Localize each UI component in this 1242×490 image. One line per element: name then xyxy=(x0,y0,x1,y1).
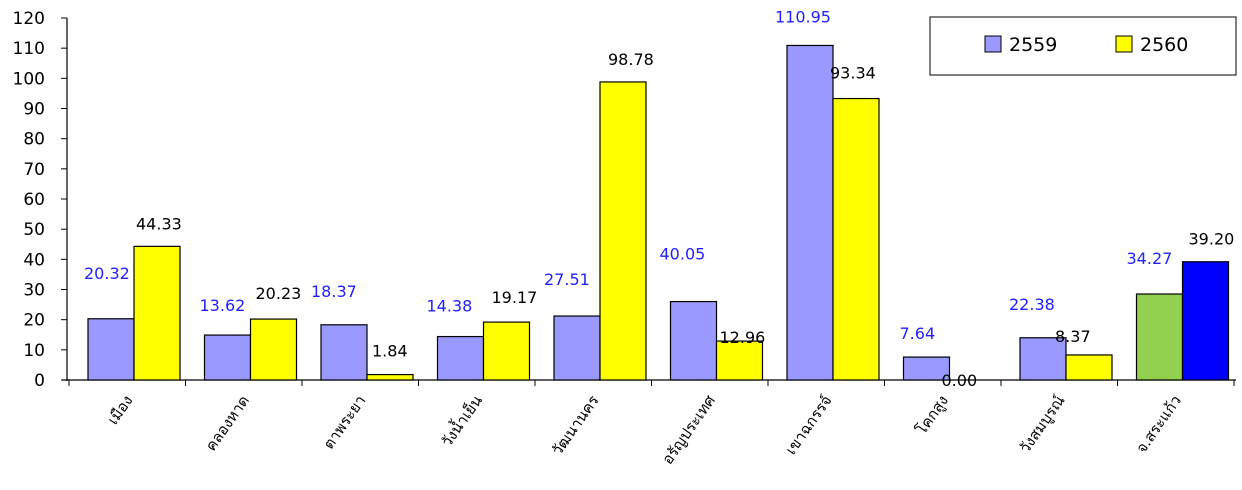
bar-2560-0 xyxy=(133,245,181,381)
data-label-2559-0: 20.32 xyxy=(84,264,130,283)
y-tick-label: 0 xyxy=(34,371,45,391)
y-tick-label: 70 xyxy=(23,160,45,180)
y-tick-label: 80 xyxy=(23,130,45,150)
category-label: เขาฉกรรจ์ xyxy=(782,392,836,458)
bar-2560-3 xyxy=(482,321,531,381)
data-label-2560-8: 8.37 xyxy=(1055,327,1091,346)
bar-2559-0 xyxy=(87,318,135,381)
data-label-2559-1: 13.62 xyxy=(200,296,246,315)
category-label: วังสมบูรณ์ xyxy=(1016,392,1069,457)
bar-2560-4 xyxy=(599,81,647,381)
legend-label-2560: 2560 xyxy=(1140,34,1188,56)
data-label-2559-5: 40.05 xyxy=(660,245,706,264)
y-tick-label: 50 xyxy=(23,220,45,240)
bar-2559-9 xyxy=(1135,293,1184,381)
y-tick-label: 90 xyxy=(23,100,45,120)
bar-2559-4 xyxy=(553,315,601,381)
legend: 2559 2560 xyxy=(929,16,1237,76)
data-label-2559-2: 18.37 xyxy=(311,282,357,301)
data-label-2560-3: 19.17 xyxy=(492,288,538,307)
bar-2559-3 xyxy=(436,335,485,381)
y-tick-label: 110 xyxy=(13,39,45,59)
y-tick-label: 100 xyxy=(13,69,45,89)
bar-2560-5 xyxy=(715,340,764,381)
data-label-2560-5: 12.96 xyxy=(720,328,766,347)
category-label: โคกสูง xyxy=(912,392,952,438)
legend-label-2559: 2559 xyxy=(1009,34,1057,56)
bar-2559-5 xyxy=(669,300,718,381)
data-label-2560-1: 20.23 xyxy=(256,284,302,303)
data-label-2559-9: 34.27 xyxy=(1127,249,1173,268)
data-label-2560-2: 1.84 xyxy=(372,342,408,361)
category-label: ตาพระยา xyxy=(320,392,370,453)
data-label-2560-7: 0.00 xyxy=(942,371,978,390)
bar-2559-1 xyxy=(203,334,252,381)
legend-box xyxy=(929,16,1237,76)
y-tick-label: 40 xyxy=(23,250,45,270)
data-label-2560-9: 39.20 xyxy=(1189,230,1235,249)
data-label-2559-7: 7.64 xyxy=(900,324,936,343)
data-label-2559-3: 14.38 xyxy=(427,297,473,316)
bar-2560-1 xyxy=(249,318,298,381)
y-tick-label: 30 xyxy=(23,281,45,301)
category-label: คลองหาด xyxy=(202,392,253,454)
data-label-2560-4: 98.78 xyxy=(608,50,654,69)
bar-2560-2 xyxy=(366,373,414,381)
value-labels-group: 20.32 44.33 13.62 20.23 18.37 1.84 14.38 19.17 2… xyxy=(84,7,1234,390)
category-label: วังน้ำเย็น xyxy=(436,391,486,450)
bars-group xyxy=(87,44,1230,381)
bar-2559-7 xyxy=(902,356,951,381)
data-label-2559-6: 110.95 xyxy=(775,7,831,26)
category-label: จ.สระแก้ว xyxy=(1132,392,1185,456)
bar-2559-6 xyxy=(786,44,834,381)
category-label: วัฒนานคร xyxy=(548,392,602,459)
y-tick-label: 60 xyxy=(23,190,45,210)
y-tick-label: 10 xyxy=(23,341,45,361)
y-tick-label: 20 xyxy=(23,311,45,331)
legend-swatch-2559 xyxy=(984,35,1002,53)
bar-2560-9 xyxy=(1181,261,1230,381)
data-label-2559-8: 22.38 xyxy=(1009,295,1055,314)
category-labels-group: เมือง คลองหาด ตาพระยา วังน้ำเย็น วัฒนานคร อรั… xyxy=(104,391,1185,468)
legend-swatch-2560 xyxy=(1115,35,1133,53)
category-label: เมือง xyxy=(104,392,137,428)
data-label-2560-0: 44.33 xyxy=(136,214,182,233)
bar-2560-8 xyxy=(1065,354,1113,381)
data-label-2560-6: 93.34 xyxy=(830,64,876,83)
bar-2560-6 xyxy=(832,97,880,381)
y-tick-label: 120 xyxy=(13,9,45,29)
category-label: อรัญประเทศ xyxy=(658,392,719,468)
data-label-2559-4: 27.51 xyxy=(544,270,590,289)
bar-2559-2 xyxy=(320,324,368,381)
